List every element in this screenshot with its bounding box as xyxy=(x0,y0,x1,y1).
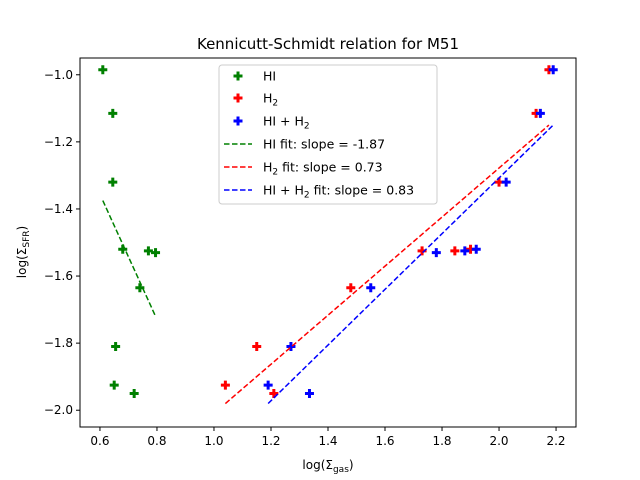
data-point xyxy=(129,388,139,398)
data-point xyxy=(98,65,108,75)
legend-label: H2 fit: slope = 0.73 xyxy=(263,160,383,178)
data-point xyxy=(431,248,441,258)
x-tick-label: 1.4 xyxy=(318,434,337,448)
plus-marker xyxy=(366,283,376,293)
plus-marker xyxy=(460,246,470,256)
plus-marker xyxy=(108,108,118,118)
plus-marker xyxy=(263,380,273,390)
plus-marker xyxy=(151,248,161,258)
data-point xyxy=(304,388,314,398)
legend-marker xyxy=(233,93,243,103)
data-point xyxy=(252,341,262,351)
data-point xyxy=(109,380,119,390)
plus-marker xyxy=(233,93,243,103)
legend-label: HI xyxy=(263,69,276,84)
plus-marker xyxy=(143,246,153,256)
plus-marker xyxy=(346,283,356,293)
y-tick-label: −1.0 xyxy=(44,68,73,82)
plus-marker xyxy=(548,65,558,75)
data-point xyxy=(118,244,128,254)
x-tick-label: 0.8 xyxy=(147,434,166,448)
data-point xyxy=(220,380,230,390)
plus-marker xyxy=(135,283,145,293)
legend-label: HI + H2 fit: slope = 0.83 xyxy=(263,183,414,201)
plus-marker xyxy=(118,244,128,254)
y-tick-label: −1.8 xyxy=(44,336,73,350)
chart-title: Kennicutt-Schmidt relation for M51 xyxy=(197,35,459,53)
y-label-sub: SFR xyxy=(22,230,32,247)
fit-line xyxy=(224,124,550,405)
x-tick-label: 2.2 xyxy=(546,434,565,448)
x-tick-label: 1.6 xyxy=(375,434,394,448)
plus-marker xyxy=(129,388,139,398)
plus-marker xyxy=(269,388,279,398)
data-point xyxy=(151,248,161,258)
data-point xyxy=(143,246,153,256)
data-point xyxy=(269,388,279,398)
chart-marks xyxy=(98,65,558,405)
data-point xyxy=(135,283,145,293)
plus-marker xyxy=(109,380,119,390)
data-point xyxy=(108,108,118,118)
fit-line xyxy=(102,200,157,317)
plus-marker xyxy=(431,248,441,258)
data-point xyxy=(471,244,481,254)
data-point xyxy=(450,246,460,256)
data-point xyxy=(286,341,296,351)
y-tick-label: −1.4 xyxy=(44,202,73,216)
data-point xyxy=(548,65,558,75)
plus-marker xyxy=(108,177,118,187)
plus-marker xyxy=(111,341,121,351)
data-point xyxy=(346,283,356,293)
plus-marker xyxy=(233,116,243,126)
x-tick-label: 1.8 xyxy=(432,434,451,448)
plus-marker xyxy=(233,71,243,81)
plus-marker xyxy=(450,246,460,256)
x-tick-label: 1.0 xyxy=(204,434,223,448)
legend-label: HI + H2 xyxy=(263,114,310,132)
data-point xyxy=(501,177,511,187)
x-label-main: log(Σ xyxy=(302,458,333,472)
y-tick-label: −1.6 xyxy=(44,269,73,283)
data-point xyxy=(263,380,273,390)
data-point xyxy=(108,177,118,187)
y-tick-label: −1.2 xyxy=(44,135,73,149)
plus-marker xyxy=(252,341,262,351)
fit-line xyxy=(267,124,554,405)
legend: HI H2 HI + H2 HI fit: slope = -1.87 H2 fit: … xyxy=(218,64,438,205)
data-point xyxy=(366,283,376,293)
data-point xyxy=(111,341,121,351)
plus-marker xyxy=(304,388,314,398)
data-point xyxy=(460,246,470,256)
axis-ticks: 0.6 0.8 1.0 1.2 1.4 1.6 1.8 2.0 2.2 −2.0 −1.8 −1.6 −… xyxy=(44,68,566,448)
y-label-close: ) xyxy=(15,226,29,231)
x-tick-label: 1.2 xyxy=(261,434,280,448)
x-tick-label: 0.6 xyxy=(90,434,109,448)
y-axis-label: log(ΣSFR) xyxy=(15,226,32,278)
x-tick-label: 2.0 xyxy=(489,434,508,448)
legend-marker xyxy=(233,71,243,81)
x-label-sub: gas xyxy=(333,465,349,475)
legend-label: HI fit: slope = -1.87 xyxy=(263,137,385,152)
data-point xyxy=(535,108,545,118)
y-tick-label: −2.0 xyxy=(44,403,73,417)
legend-marker xyxy=(233,116,243,126)
plus-marker xyxy=(501,177,511,187)
plus-marker xyxy=(286,341,296,351)
plus-marker xyxy=(471,244,481,254)
y-label-main: log(Σ xyxy=(15,248,29,279)
legend-box xyxy=(218,64,438,205)
plus-marker xyxy=(220,380,230,390)
plus-marker xyxy=(535,108,545,118)
x-label-close: ) xyxy=(349,458,354,472)
legend-label: H2 xyxy=(263,91,278,109)
plus-marker xyxy=(98,65,108,75)
x-axis-label: log(Σgas) xyxy=(302,458,353,475)
